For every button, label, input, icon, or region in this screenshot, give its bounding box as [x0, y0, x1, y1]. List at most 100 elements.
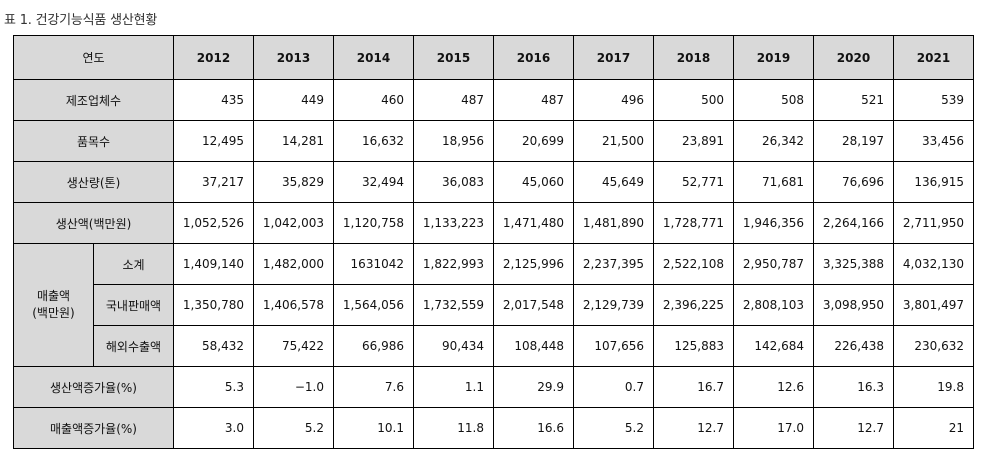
cell: 2,950,787	[733, 243, 814, 285]
row-sales-subtotal: 매출액 (백만원) 소계 1,409,140 1,482,000 1631042…	[13, 243, 974, 367]
cell: 2,396,225	[653, 284, 734, 326]
row-production: 생산량(톤) 37,217 35,829 32,494 36,083 45,06…	[13, 161, 974, 203]
cell: 4,032,130	[893, 243, 974, 285]
cell: 2,125,996	[493, 243, 574, 285]
cell: −1.0	[253, 366, 334, 408]
row-label: 매출액증가율(%)	[13, 407, 174, 449]
cell: 17.0	[733, 407, 814, 449]
cell: 16.3	[813, 366, 894, 408]
cell: 7.6	[333, 366, 414, 408]
row-sales-growth: 매출액증가율(%) 3.0 5.2 10.1 11.8 16.6 5.2 12.…	[13, 407, 974, 449]
year-header: 2021	[893, 35, 974, 80]
sales-group-label-line2: (백만원)	[32, 306, 75, 320]
cell: 66,986	[333, 325, 414, 367]
cell: 5.3	[173, 366, 254, 408]
cell: 1,732,559	[413, 284, 494, 326]
cell: 5.2	[573, 407, 654, 449]
sales-group-label-line1: 매출액	[36, 289, 71, 303]
cell: 20,699	[493, 120, 574, 162]
cell: 107,656	[573, 325, 654, 367]
cell: 1,350,780	[173, 284, 254, 326]
cell: 75,422	[253, 325, 334, 367]
cell: 2,264,166	[813, 202, 894, 244]
cell: 90,434	[413, 325, 494, 367]
cell: 0.7	[573, 366, 654, 408]
cell: 1,946,356	[733, 202, 814, 244]
cell: 487	[413, 79, 494, 121]
cell: 52,771	[653, 161, 734, 203]
cell: 1631042	[333, 243, 414, 285]
cell: 1,052,526	[173, 202, 254, 244]
cell: 1,728,771	[653, 202, 734, 244]
cell: 12,495	[173, 120, 254, 162]
cell: 3.0	[173, 407, 254, 449]
cell: 2,711,950	[893, 202, 974, 244]
table-caption: 표 1. 건강기능식품 생산현황	[4, 13, 158, 28]
row-production-growth: 생산액증가율(%) 5.3 −1.0 7.6 1.1 29.9 0.7 16.7…	[13, 366, 974, 408]
cell: 1,120,758	[333, 202, 414, 244]
cell: 76,696	[813, 161, 894, 203]
cell: 45,060	[493, 161, 574, 203]
cell: 21,500	[573, 120, 654, 162]
year-header: 2019	[733, 35, 814, 80]
cell: 1,133,223	[413, 202, 494, 244]
cell: 108,448	[493, 325, 574, 367]
row-label: 생산량(톤)	[13, 161, 174, 203]
cell: 12.7	[653, 407, 734, 449]
sales-group-label: 매출액 (백만원)	[13, 243, 94, 367]
row-manufacturers: 제조업체수 435 449 460 487 487 496 500 508 52…	[13, 79, 974, 121]
year-header: 2020	[813, 35, 894, 80]
cell: 142,684	[733, 325, 814, 367]
cell: 435	[173, 79, 254, 121]
cell: 71,681	[733, 161, 814, 203]
cell: 1,564,056	[333, 284, 414, 326]
year-header: 2013	[253, 35, 334, 80]
cell: 16.7	[653, 366, 734, 408]
year-header: 2016	[493, 35, 574, 80]
year-header: 2015	[413, 35, 494, 80]
cell: 521	[813, 79, 894, 121]
cell: 26,342	[733, 120, 814, 162]
cell: 1.1	[413, 366, 494, 408]
cell: 28,197	[813, 120, 894, 162]
row-label: 품목수	[13, 120, 174, 162]
cell: 10.1	[333, 407, 414, 449]
cell: 19.8	[893, 366, 974, 408]
cell: 500	[653, 79, 734, 121]
cell: 33,456	[893, 120, 974, 162]
cell: 3,325,388	[813, 243, 894, 285]
cell: 2,808,103	[733, 284, 814, 326]
cell: 18,956	[413, 120, 494, 162]
row-sales-export: 해외수출액 58,432 75,422 66,986 90,434 108,44…	[14, 325, 974, 367]
cell: 16,632	[333, 120, 414, 162]
cell: 45,649	[573, 161, 654, 203]
cell: 3,801,497	[893, 284, 974, 326]
row-sales-domestic: 국내판매액 1,350,780 1,406,578 1,564,056 1,73…	[14, 284, 974, 326]
row-label: 생산액증가율(%)	[13, 366, 174, 408]
cell: 2,237,395	[573, 243, 654, 285]
cell: 11.8	[413, 407, 494, 449]
year-header: 2014	[333, 35, 414, 80]
row-items: 품목수 12,495 14,281 16,632 18,956 20,699 2…	[13, 120, 974, 162]
cell: 16.6	[493, 407, 574, 449]
production-table: 연도 2012 2013 2014 2015 2016 2017 2018 20…	[13, 35, 974, 449]
row-label: 해외수출액	[93, 325, 174, 367]
year-header: 2018	[653, 35, 734, 80]
cell: 1,471,480	[493, 202, 574, 244]
cell: 3,098,950	[813, 284, 894, 326]
header-label: 연도	[13, 35, 174, 80]
year-header: 2017	[573, 35, 654, 80]
cell: 14,281	[253, 120, 334, 162]
cell: 12.6	[733, 366, 814, 408]
row-label: 소계	[93, 243, 174, 285]
cell: 21	[893, 407, 974, 449]
cell: 125,883	[653, 325, 734, 367]
cell: 32,494	[333, 161, 414, 203]
cell: 1,481,890	[573, 202, 654, 244]
header-row: 연도 2012 2013 2014 2015 2016 2017 2018 20…	[13, 35, 974, 80]
cell: 1,822,993	[413, 243, 494, 285]
cell: 487	[493, 79, 574, 121]
row-label: 국내판매액	[93, 284, 174, 326]
cell: 37,217	[173, 161, 254, 203]
cell: 58,432	[173, 325, 254, 367]
